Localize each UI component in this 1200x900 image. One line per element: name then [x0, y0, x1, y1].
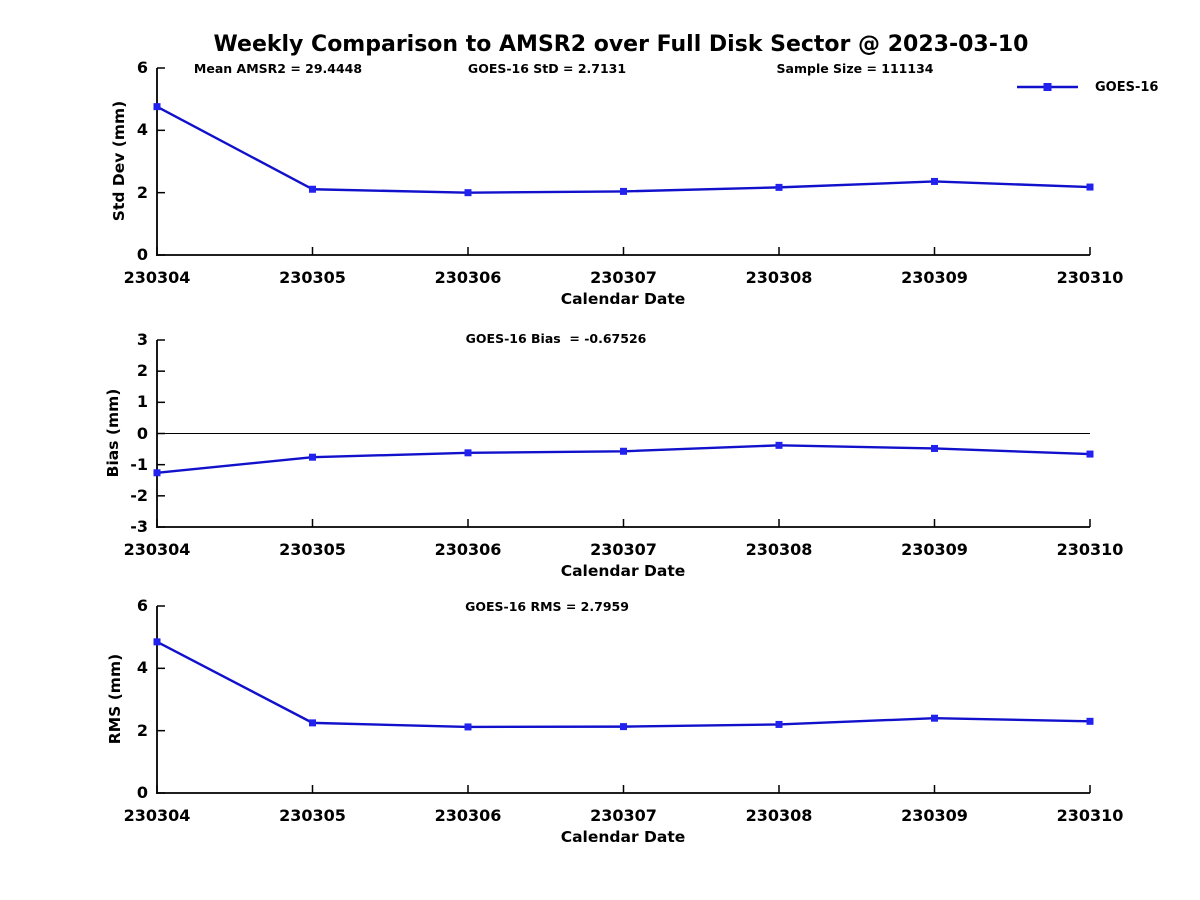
y-tick-label: 0 [136, 423, 148, 443]
x-tick-label: 230304 [123, 806, 191, 825]
annotation-goes16-bias: GOES-16 Bias = -0.67526 [465, 331, 647, 346]
annotation-goes16-std: GOES-16 StD = 2.7131 [467, 61, 627, 76]
data-point-marker [1086, 717, 1094, 725]
x-tick-label: 230310 [1056, 806, 1124, 825]
x-tick-label: 230307 [590, 806, 657, 825]
y-tick-label: 0 [136, 783, 148, 802]
x-tick-label: 230309 [901, 806, 968, 825]
data-point-marker [153, 469, 161, 477]
data-point-marker [1086, 450, 1094, 458]
legend: GOES-16 [1017, 79, 1159, 95]
x-tick-label: 230309 [901, 540, 968, 559]
data-point-marker [620, 723, 627, 731]
y-tick-label: 2 [136, 720, 148, 740]
data-point-marker [775, 183, 783, 191]
y-tick-label: 4 [136, 658, 148, 678]
y-axis-label-bias: Bias (mm) [104, 388, 122, 478]
legend-goes16-label: GOES-16 [1095, 79, 1159, 95]
y-axis-label-rms: RMS (mm) [106, 653, 124, 745]
data-series-line [156, 105, 1091, 194]
data-point-marker [309, 719, 316, 727]
x-tick-label: 230306 [434, 806, 502, 825]
data-point-marker [1086, 183, 1094, 191]
data-point-marker [931, 177, 938, 185]
data-point-marker [931, 714, 938, 722]
y-tick-label: 3 [136, 330, 148, 349]
x-tick-label: 230307 [590, 540, 657, 559]
x-tick-label: 230308 [745, 268, 813, 287]
y-tick-label: 0 [136, 245, 148, 264]
x-tick-label: 230308 [745, 806, 813, 825]
x-tick-label: 230309 [901, 268, 968, 287]
data-point-marker [309, 453, 316, 461]
x-tick-label: 230304 [123, 540, 191, 559]
data-point-marker [931, 444, 938, 452]
data-point-marker [620, 447, 627, 455]
y-tick-label: 6 [136, 58, 148, 77]
annotation-mean-amsr2: Mean AMSR2 = 29.4448 [193, 61, 363, 76]
x-tick-label: 230305 [279, 268, 346, 287]
x-axis-label-stddev: Calendar Date [560, 290, 686, 308]
x-tick-label: 230306 [434, 540, 502, 559]
x-tick-label: 230306 [434, 268, 502, 287]
data-point-marker [153, 638, 161, 646]
data-point-marker [464, 189, 472, 197]
y-tick-label: -3 [130, 517, 148, 536]
data-series-line [156, 640, 1091, 729]
data-point-marker [464, 723, 472, 731]
y-tick-label: 2 [136, 182, 148, 202]
x-tick-label: 230304 [123, 268, 191, 287]
annotation-goes16-rms: GOES-16 RMS = 2.7959 [465, 599, 629, 614]
x-axis-label-rms: Calendar Date [560, 828, 686, 846]
x-tick-label: 230307 [590, 268, 657, 287]
y-tick-label: -2 [130, 485, 148, 505]
data-point-marker [153, 103, 161, 111]
data-point-marker [464, 449, 472, 457]
y-tick-label: 4 [136, 120, 148, 140]
annotation-sample-size: Sample Size = 111134 [776, 61, 934, 76]
x-tick-label: 230310 [1056, 540, 1124, 559]
data-point-marker [309, 185, 316, 193]
y-tick-label: -1 [130, 454, 148, 474]
data-point-marker [775, 441, 783, 449]
data-point-marker [620, 187, 627, 195]
y-axis-label-stddev: Std Dev (mm) [110, 100, 128, 222]
x-tick-label: 230305 [279, 540, 346, 559]
legend-line-icon [1017, 83, 1078, 91]
figure-title: Weekly Comparison to AMSR2 over Full Dis… [213, 32, 1029, 57]
x-tick-label: 230310 [1056, 268, 1124, 287]
x-axis-label-bias: Calendar Date [560, 562, 686, 580]
data-point-marker [775, 720, 783, 728]
x-tick-label: 230308 [745, 540, 813, 559]
y-tick-label: 6 [136, 596, 148, 615]
y-tick-label: 2 [136, 361, 148, 381]
y-tick-label: 1 [136, 392, 148, 412]
x-tick-label: 230305 [279, 806, 346, 825]
